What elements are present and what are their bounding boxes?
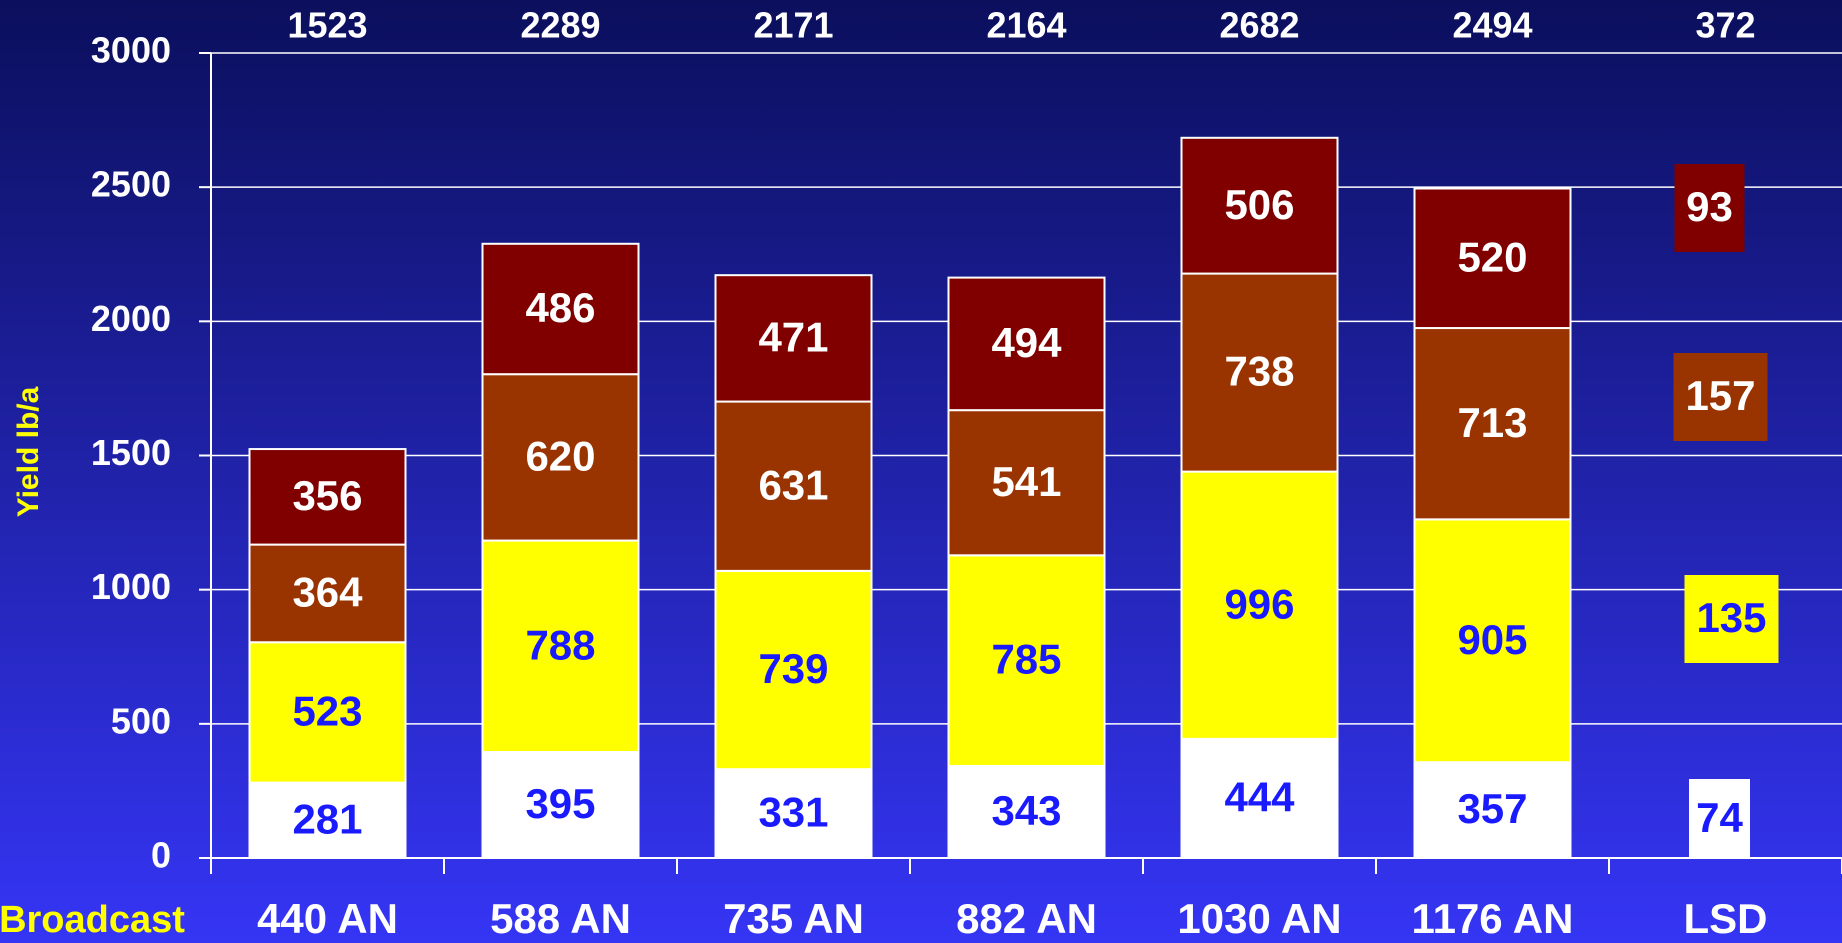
bar-segment bbox=[947, 764, 1106, 859]
data-label: 506 bbox=[1224, 181, 1294, 228]
data-label: 471 bbox=[758, 313, 828, 360]
bar-segment bbox=[248, 543, 407, 644]
total-label: 2171 bbox=[753, 5, 833, 46]
bar-segment bbox=[1180, 470, 1339, 740]
x-tick-label: 588 AN bbox=[490, 895, 631, 942]
data-label: 356 bbox=[292, 472, 362, 519]
lsd-box bbox=[1674, 164, 1745, 252]
bar-segment bbox=[1413, 518, 1572, 764]
data-label: 620 bbox=[525, 432, 595, 479]
bar-segment bbox=[1180, 136, 1339, 275]
y-tick-label: 3000 bbox=[91, 30, 171, 71]
bar-segment bbox=[481, 373, 640, 542]
bar-segment bbox=[947, 409, 1106, 557]
bar-segment bbox=[1413, 327, 1572, 521]
data-label: 713 bbox=[1457, 399, 1527, 446]
x-tick-label: 735 AN bbox=[723, 895, 864, 942]
x-tick-label: 1176 AN bbox=[1412, 895, 1574, 942]
y-tick-label: 0 bbox=[151, 835, 171, 876]
bar-segment bbox=[714, 768, 873, 859]
y-tick-label: 1000 bbox=[91, 566, 171, 607]
y-tick-label: 2000 bbox=[91, 298, 171, 339]
lsd-box bbox=[1689, 779, 1750, 859]
data-label: 520 bbox=[1457, 233, 1527, 280]
data-label: 395 bbox=[525, 780, 595, 827]
data-label: 738 bbox=[1224, 348, 1294, 395]
total-label: 1523 bbox=[287, 5, 367, 46]
bar-segment bbox=[248, 641, 407, 784]
lsd-label: LSD bbox=[1684, 895, 1768, 942]
data-label: 494 bbox=[991, 319, 1062, 366]
x-tick-label: 1030 AN bbox=[1177, 895, 1341, 942]
lsd-value: 93 bbox=[1686, 183, 1733, 230]
x-tick-label: 440 AN bbox=[257, 895, 398, 942]
data-label: 996 bbox=[1224, 580, 1294, 627]
total-label: 2164 bbox=[986, 5, 1066, 46]
data-label: 541 bbox=[991, 458, 1061, 505]
data-label: 331 bbox=[758, 789, 828, 836]
bar-segment bbox=[1180, 272, 1339, 473]
data-label: 631 bbox=[758, 461, 828, 508]
lsd-value: 157 bbox=[1685, 372, 1755, 419]
data-label: 486 bbox=[525, 284, 595, 331]
bar-segment bbox=[248, 448, 407, 546]
bar-segment bbox=[1413, 761, 1572, 860]
data-label: 281 bbox=[292, 795, 362, 842]
x-tick-label: 882 AN bbox=[956, 895, 1097, 942]
lsd-value: 135 bbox=[1696, 594, 1766, 641]
bar-segment bbox=[1413, 187, 1572, 330]
bar-segment bbox=[714, 569, 873, 771]
y-axis-label: Yield lb/a bbox=[12, 386, 45, 517]
y-tick-label: 2500 bbox=[91, 164, 171, 205]
lsd-value: 74 bbox=[1696, 794, 1743, 841]
data-label: 788 bbox=[525, 621, 595, 668]
y-tick-label: 1500 bbox=[91, 432, 171, 473]
bar-segment bbox=[714, 400, 873, 572]
bar-segment bbox=[1180, 737, 1339, 859]
bar-segment bbox=[714, 274, 873, 403]
total-label: 2494 bbox=[1452, 5, 1532, 46]
x-axis-label: Broadcast bbox=[0, 899, 185, 941]
lsd-box bbox=[1673, 353, 1768, 441]
data-label: 905 bbox=[1457, 616, 1527, 663]
lsd-total: 372 bbox=[1695, 5, 1755, 46]
data-label: 343 bbox=[991, 787, 1061, 834]
data-label: 364 bbox=[292, 569, 363, 616]
lsd-box bbox=[1684, 575, 1779, 663]
y-tick-label: 500 bbox=[111, 700, 171, 741]
bar-segment bbox=[947, 276, 1106, 412]
bar-segment bbox=[947, 554, 1106, 767]
data-label: 739 bbox=[758, 645, 828, 692]
bar-segment bbox=[481, 242, 640, 376]
data-label: 785 bbox=[991, 636, 1061, 683]
data-label: 357 bbox=[1457, 785, 1527, 832]
total-label: 2289 bbox=[520, 5, 600, 46]
total-label: 2682 bbox=[1219, 5, 1299, 46]
data-label: 523 bbox=[292, 688, 362, 735]
data-label: 444 bbox=[1224, 774, 1295, 821]
bar-segment bbox=[481, 751, 640, 860]
